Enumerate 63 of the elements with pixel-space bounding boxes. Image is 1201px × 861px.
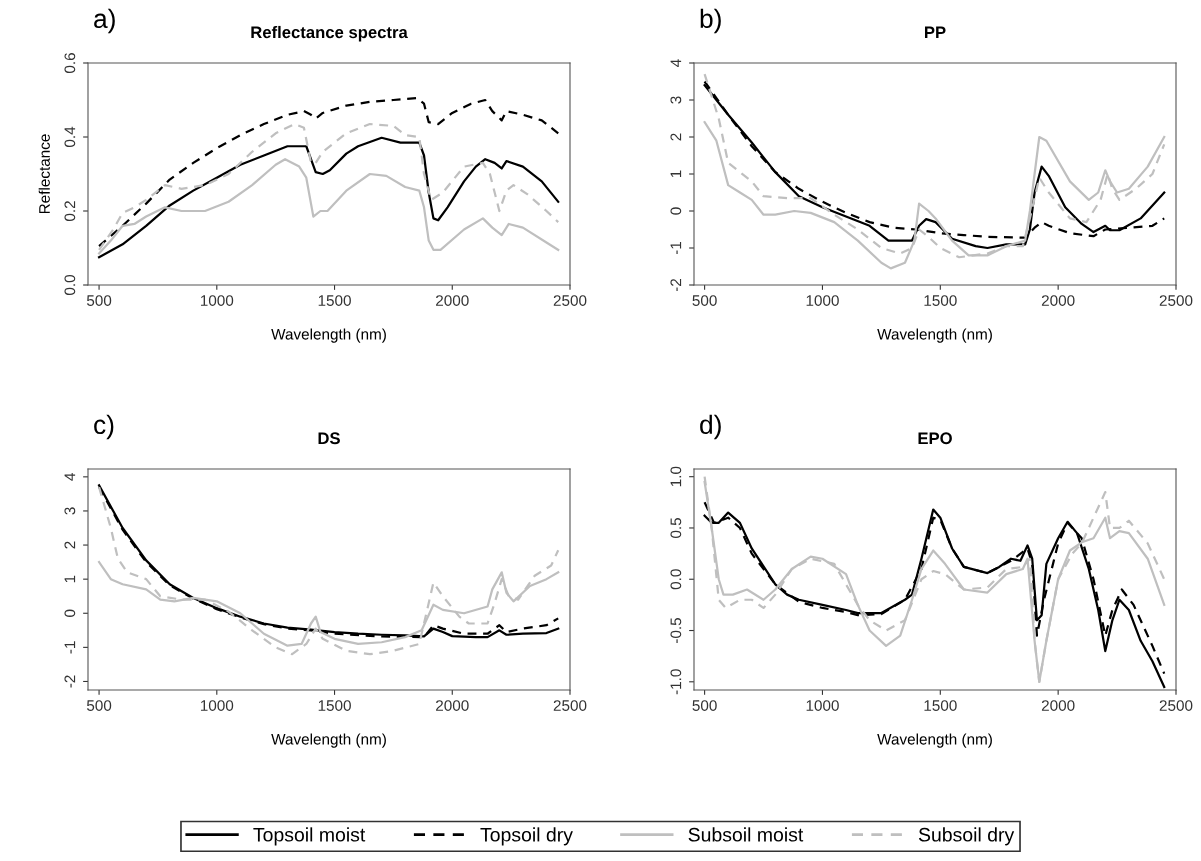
x-tick-label: 1000 xyxy=(806,295,839,306)
y-tick-label: 0.4 xyxy=(64,126,76,148)
y-tick-label: -2 xyxy=(670,278,682,292)
legend-label: Topsoil dry xyxy=(480,827,573,846)
y-tick-label: 0 xyxy=(670,207,682,215)
x-tick-label: 500 xyxy=(86,295,112,306)
x-tick-label: 1000 xyxy=(200,295,234,306)
y-tick-label: 0.2 xyxy=(64,201,76,222)
x-tick-label: 1500 xyxy=(318,295,351,306)
line-series xyxy=(97,122,560,251)
x-tick-label: 1000 xyxy=(806,700,839,711)
y-tick-label: -1 xyxy=(64,641,76,654)
x-tick-label: 500 xyxy=(692,700,717,711)
y-tick-label: 2 xyxy=(64,541,76,549)
x-tick-label: 1500 xyxy=(924,700,957,711)
x-tick-label: 1000 xyxy=(200,700,234,711)
line-series xyxy=(97,136,560,259)
x-tick-label: 1500 xyxy=(318,700,351,711)
text: b) xyxy=(700,8,721,34)
y-tick-label: 0.0 xyxy=(670,569,682,590)
x-tick-label: 500 xyxy=(86,700,112,711)
x-tick-label: 2000 xyxy=(1041,700,1075,711)
x-tick-label: 2500 xyxy=(553,700,587,711)
x-axis-title: Wavelength (nm) xyxy=(271,328,386,343)
text: c) xyxy=(94,414,114,440)
y-tick-label: 0.0 xyxy=(64,274,76,296)
line-series xyxy=(97,97,560,248)
y-tick-label: 3 xyxy=(670,96,682,104)
y-tick-label: 0.5 xyxy=(670,517,682,538)
text: d) xyxy=(700,414,721,440)
x-axis-title: Wavelength (nm) xyxy=(877,733,992,748)
y-tick-label: 1.0 xyxy=(670,466,682,487)
x-tick-label: 2500 xyxy=(1159,295,1193,306)
y-tick-label: 0.6 xyxy=(64,53,76,74)
legend-label: Subsoil dry xyxy=(918,827,1015,846)
y-tick-label: 3 xyxy=(64,507,76,515)
y-tick-label: 4 xyxy=(670,59,682,67)
chart-title: Reflectance spectra xyxy=(251,25,408,42)
legend-label: Subsoil moist xyxy=(688,827,804,842)
y-tick-label: -1.0 xyxy=(670,669,682,695)
x-tick-label: 2500 xyxy=(553,295,587,306)
y-tick-label: -2 xyxy=(64,675,76,688)
x-tick-label: 2000 xyxy=(1041,295,1075,306)
chart-title: EPO xyxy=(918,432,952,445)
x-axis-title: Wavelength (nm) xyxy=(877,328,992,343)
x-tick-label: 2500 xyxy=(1159,700,1193,711)
x-tick-label: 500 xyxy=(692,295,717,306)
chart-title: PP xyxy=(925,26,946,38)
legend-label: Topsoil moist xyxy=(253,827,366,846)
chart-title: DS xyxy=(318,432,340,445)
y-tick-label: 4 xyxy=(64,473,76,481)
y-axis-title: Reflectance xyxy=(38,134,50,214)
x-tick-label: 2000 xyxy=(436,295,469,306)
y-tick-label: 1 xyxy=(64,575,76,583)
x-tick-label: 2000 xyxy=(436,700,469,711)
text: a) xyxy=(94,8,115,34)
x-axis-title: Wavelength (nm) xyxy=(271,733,386,748)
x-tick-label: 1500 xyxy=(924,295,957,306)
y-tick-label: 2 xyxy=(670,133,682,141)
y-tick-label: 1 xyxy=(670,170,682,178)
y-tick-label: 0 xyxy=(64,609,76,617)
y-tick-label: -0.5 xyxy=(670,618,682,643)
y-tick-label: -1 xyxy=(670,241,682,255)
